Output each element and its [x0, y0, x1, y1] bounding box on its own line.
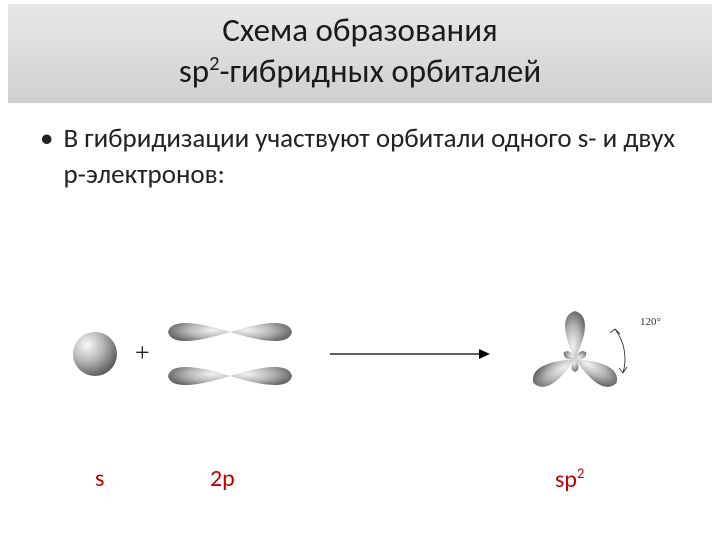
bullet-text: В гибридизации участвуют орбитали одного…: [63, 121, 680, 194]
reaction-arrow: [330, 349, 490, 359]
slide-title: Схема образования sp2-гибридных орбитале…: [28, 10, 692, 93]
title-line1: Схема образования: [222, 10, 497, 50]
p-label: 2p: [210, 464, 235, 493]
plus-symbol: +: [135, 338, 150, 368]
p-orbital-2: [168, 367, 292, 385]
bullet-list: • В гибридизации участвуют орбитали одно…: [0, 103, 720, 194]
angle-label: 120°: [640, 316, 661, 328]
s-orbital-shape: [73, 332, 117, 376]
hybridization-diagram: + 120°: [0, 294, 720, 454]
angle-arc: [615, 329, 625, 373]
sp2-label: sp2: [555, 464, 584, 494]
title-band: Схема образования sp2-гибридных орбитале…: [8, 4, 712, 103]
sp2-orbital-shape: [528, 311, 627, 392]
bullet-marker: •: [40, 121, 53, 194]
title-line2-prefix: sp: [179, 51, 209, 91]
bullet-item: • В гибридизации участвуют орбитали одно…: [40, 121, 680, 194]
diagram-svg: [0, 294, 720, 454]
s-label: s: [95, 464, 104, 493]
title-superscript: 2: [209, 52, 219, 76]
sp2-label-prefix: sp: [555, 465, 577, 494]
title-line2-suffix: -гибридных орбиталей: [219, 51, 541, 91]
sp2-label-super: 2: [577, 464, 584, 482]
p-orbital-1: [168, 323, 292, 341]
